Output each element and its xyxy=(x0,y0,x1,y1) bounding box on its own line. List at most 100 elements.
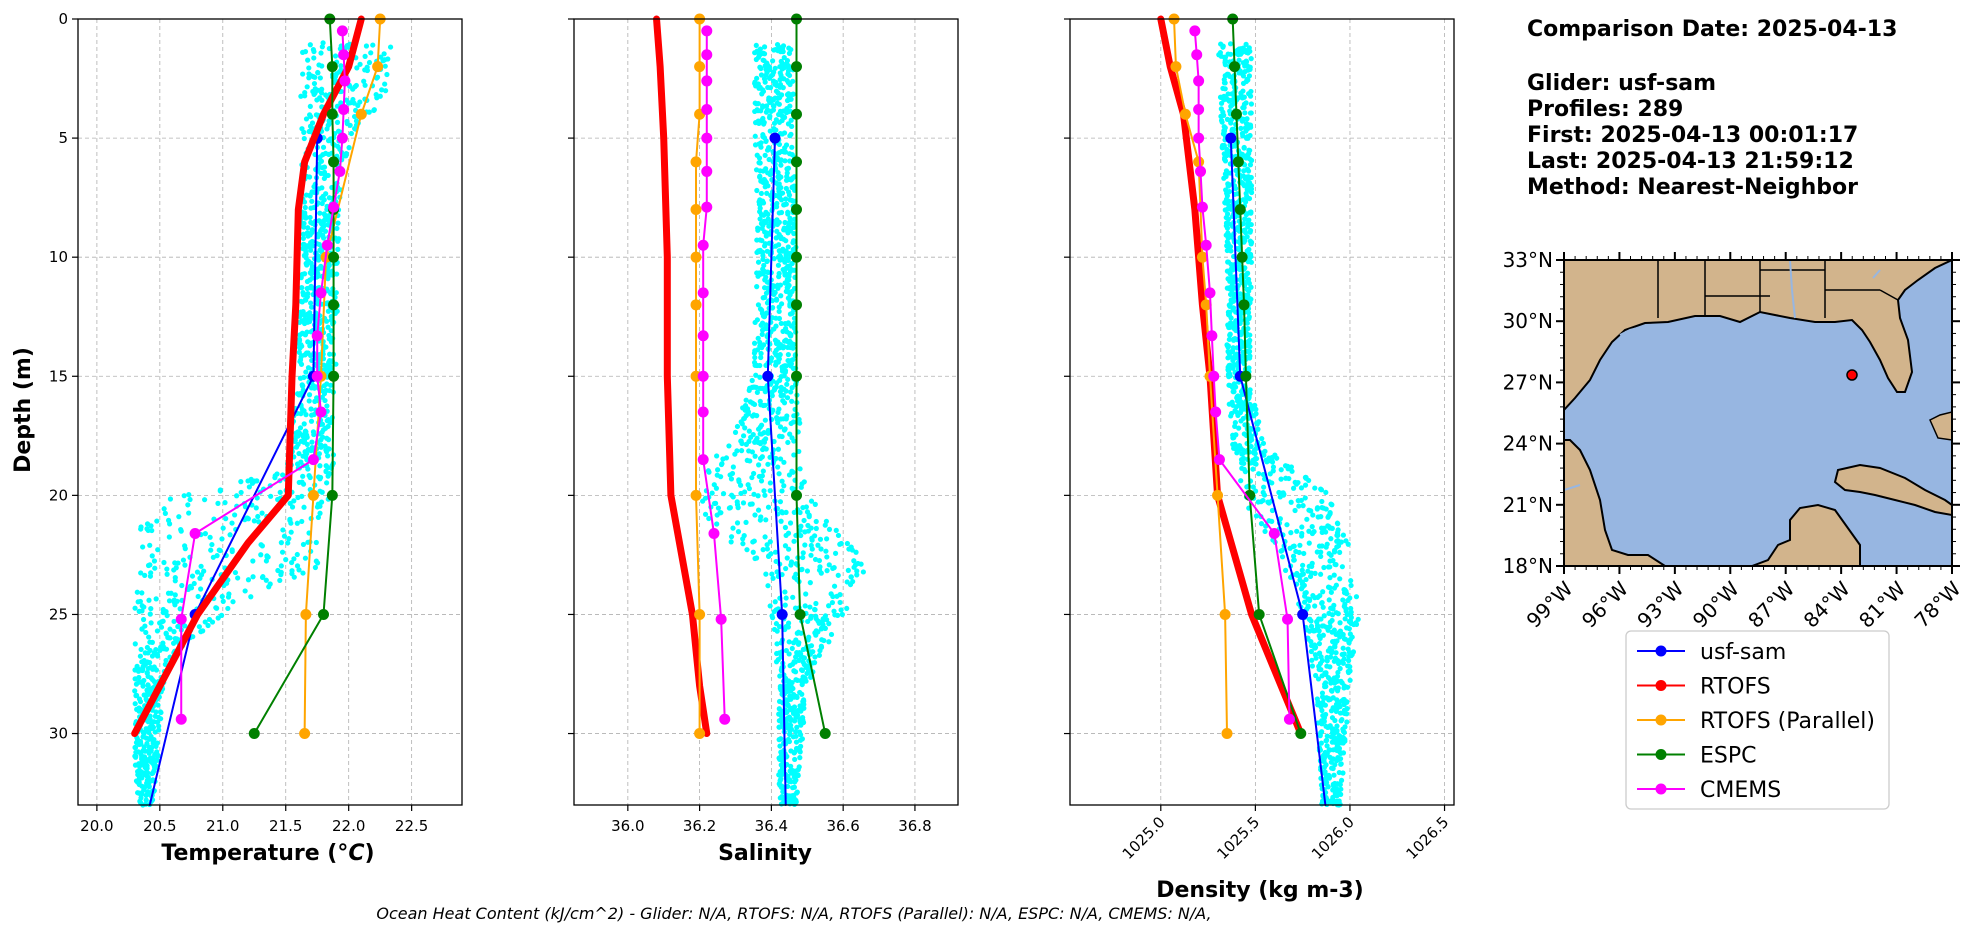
glider-scatter-point xyxy=(308,283,314,290)
glider-scatter-point xyxy=(143,797,149,803)
cmems-marker xyxy=(1195,165,1207,177)
glider-scatter-point xyxy=(350,96,356,103)
glider-scatter-point xyxy=(1238,317,1244,323)
glider-scatter-point xyxy=(773,347,779,353)
glider-scatter-point xyxy=(178,526,184,533)
glider-scatter-point xyxy=(1313,655,1319,661)
first-time: First: 2025-04-13 00:01:17 xyxy=(1527,123,1858,148)
cmems-marker xyxy=(321,239,333,251)
glider-scatter-point xyxy=(1245,50,1251,56)
glider-scatter-point xyxy=(1296,503,1302,509)
glider-scatter-point xyxy=(789,705,795,711)
glider-scatter-point xyxy=(289,559,295,566)
glider-scatter-point xyxy=(776,101,782,107)
glider-scatter-point xyxy=(824,536,830,542)
glider-scatter-point xyxy=(762,385,768,391)
glider-scatter-point xyxy=(230,599,236,605)
glider-scatter-point xyxy=(250,574,256,580)
glider-scatter-point xyxy=(777,683,783,690)
glider-scatter-point xyxy=(780,236,787,242)
glider-scatter-point xyxy=(740,536,746,542)
glider-scatter-point xyxy=(299,518,305,525)
glider-scatter-point xyxy=(709,490,715,496)
glider-scatter-point xyxy=(1337,576,1343,582)
glider-scatter-point xyxy=(786,189,792,195)
glider-scatter-point xyxy=(323,468,329,474)
glider-scatter-point xyxy=(1343,606,1349,612)
glider-scatter-point xyxy=(307,42,313,48)
glider-scatter-point xyxy=(786,219,793,225)
glider-scatter-point xyxy=(781,386,787,392)
glider-scatter-point xyxy=(1331,549,1338,555)
glider-scatter-point xyxy=(715,467,721,473)
glider-scatter-point xyxy=(161,559,167,566)
glider-scatter-point xyxy=(1353,594,1360,600)
glider-scatter-point xyxy=(781,344,787,350)
glider-scatter-point xyxy=(309,266,315,273)
glider-scatter-point xyxy=(181,493,187,499)
glider-scatter-point xyxy=(854,572,860,578)
glider-scatter-point xyxy=(202,619,208,625)
glider-scatter-point xyxy=(738,438,744,444)
glider-scatter-point xyxy=(143,726,149,732)
glider-scatter-point xyxy=(778,209,785,216)
glider-scatter-point xyxy=(771,291,777,298)
glider-scatter-point xyxy=(1236,57,1242,63)
glider-scatter-point xyxy=(1246,91,1252,97)
glider-scatter-point xyxy=(777,456,784,462)
glider-scatter-point xyxy=(1330,765,1336,772)
glider-scatter-point xyxy=(782,202,788,208)
glider-scatter-point xyxy=(808,498,815,504)
glider-scatter-point xyxy=(784,97,791,104)
cmems-marker xyxy=(697,330,709,342)
glider-scatter-point xyxy=(1320,589,1326,595)
glider-scatter-point xyxy=(789,123,795,129)
glider-scatter-point xyxy=(752,354,758,361)
glider-scatter-point xyxy=(306,75,312,81)
glider-scatter-point xyxy=(225,594,232,600)
glider-scatter-point xyxy=(754,107,760,113)
glider-scatter-point xyxy=(143,735,149,741)
glider-scatter-point xyxy=(809,537,815,543)
glider-scatter-point xyxy=(766,553,772,559)
glider-scatter-point xyxy=(338,100,344,106)
glider-scatter-point xyxy=(787,344,794,351)
glider-scatter-point xyxy=(326,195,333,201)
cmems-marker xyxy=(715,613,727,625)
espc-marker xyxy=(794,608,806,620)
glider-scatter-point xyxy=(786,651,792,657)
glider-scatter-point xyxy=(165,634,171,641)
glider-scatter-point xyxy=(816,567,823,573)
glider-scatter-point xyxy=(301,374,307,380)
glider-scatter-point xyxy=(146,750,152,756)
glider-scatter-point xyxy=(232,569,239,576)
glider-scatter-point xyxy=(315,70,321,76)
glider-scatter-point xyxy=(147,611,153,617)
glider-scatter-point xyxy=(186,510,192,516)
glider-scatter-point xyxy=(254,478,260,484)
glider-scatter-point xyxy=(141,744,147,750)
glider-scatter-point xyxy=(761,51,768,57)
glider-scatter-point xyxy=(785,63,792,69)
glider-scatter-point xyxy=(1309,524,1315,530)
glider-scatter-point xyxy=(300,235,307,242)
glider-scatter-point xyxy=(362,53,368,59)
glider-scatter-point xyxy=(259,510,265,516)
temperature-axes-frame xyxy=(77,18,463,806)
glider-scatter-point xyxy=(1231,389,1237,395)
glider-scatter-point xyxy=(315,273,321,280)
glider-scatter-point xyxy=(760,179,766,186)
glider-scatter-point xyxy=(778,162,784,168)
glider-scatter-point xyxy=(751,470,757,477)
glider-scatter-point xyxy=(740,433,747,439)
glider-scatter-point xyxy=(784,166,790,172)
glider-scatter-point xyxy=(765,183,771,189)
glider-scatter-point xyxy=(1333,657,1340,663)
glider-scatter-point xyxy=(1340,532,1346,538)
map-lon-label: 81°W xyxy=(1854,576,1910,632)
glider-scatter-point xyxy=(264,553,270,559)
glider-scatter-point xyxy=(1322,776,1328,782)
glider-scatter-point xyxy=(1324,733,1330,739)
method: Method: Nearest-Neighbor xyxy=(1527,175,1858,200)
glider-scatter-point xyxy=(1221,151,1227,157)
